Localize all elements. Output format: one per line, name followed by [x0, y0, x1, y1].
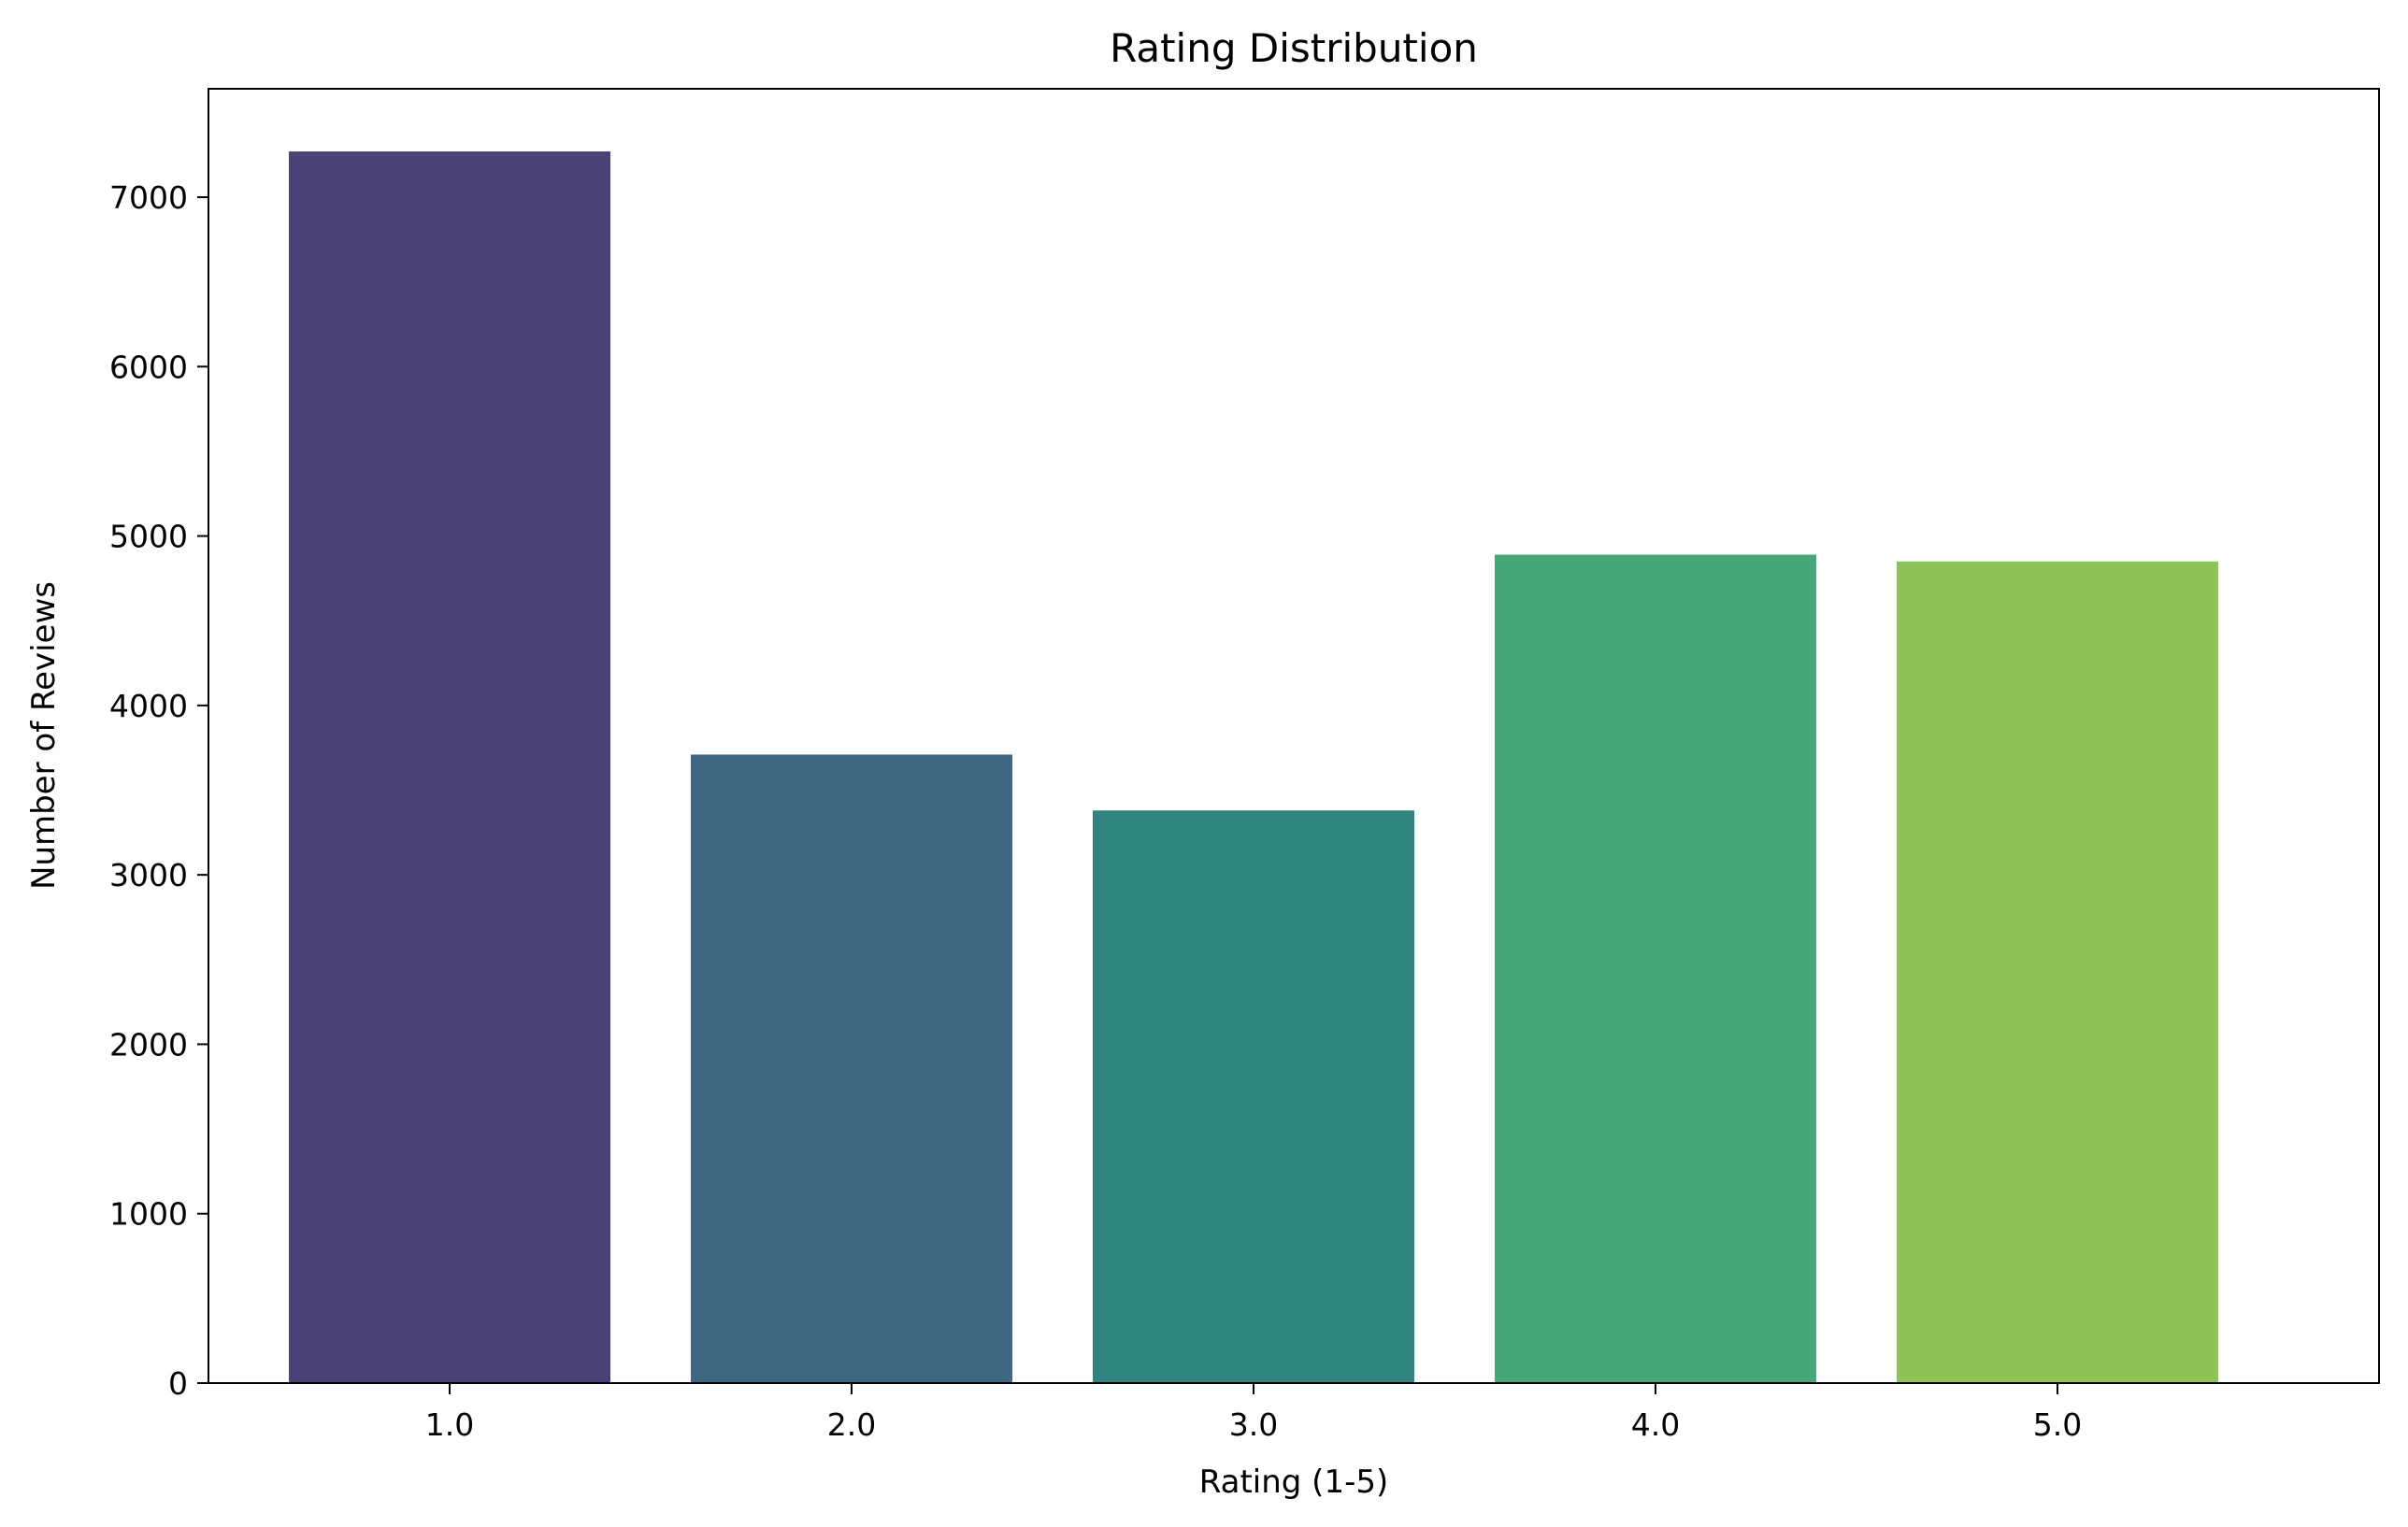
x-tick-label: 2.0	[827, 1406, 876, 1443]
bar-rating-3.0	[1093, 810, 1414, 1383]
x-tick-label: 5.0	[2033, 1406, 2082, 1443]
x-axis-label: Rating (1-5)	[1199, 1463, 1389, 1501]
plot-area-frame	[208, 88, 2380, 1384]
y-tick-label: 4000	[109, 688, 188, 724]
y-tick-label: 7000	[109, 179, 188, 216]
x-tick-label: 3.0	[1229, 1406, 1278, 1443]
y-tick-label: 5000	[109, 519, 188, 555]
y-tick-label: 3000	[109, 857, 188, 893]
bar-rating-2.0	[691, 754, 1012, 1383]
x-tick-label: 1.0	[425, 1406, 474, 1443]
x-tick-label: 4.0	[1631, 1406, 1680, 1443]
y-tick-label: 2000	[109, 1026, 188, 1063]
chart-title: Rating Distribution	[1110, 25, 1478, 71]
y-tick-label: 0	[168, 1365, 188, 1402]
y-axis-label: Number of Reviews	[25, 581, 63, 890]
y-tick-label: 1000	[109, 1196, 188, 1233]
bar-rating-1.0	[289, 151, 610, 1384]
y-tick-label: 6000	[109, 349, 188, 385]
y-axis-ticks: 0 1000 2000 3000 4000 5000 6000 7000	[109, 179, 208, 1402]
bars-layer	[289, 151, 2218, 1384]
bar-rating-4.0	[1495, 554, 1816, 1383]
bar-rating-5.0	[1897, 561, 2218, 1383]
x-axis-ticks: 1.0 2.0 3.0 4.0 5.0	[425, 1383, 2082, 1443]
